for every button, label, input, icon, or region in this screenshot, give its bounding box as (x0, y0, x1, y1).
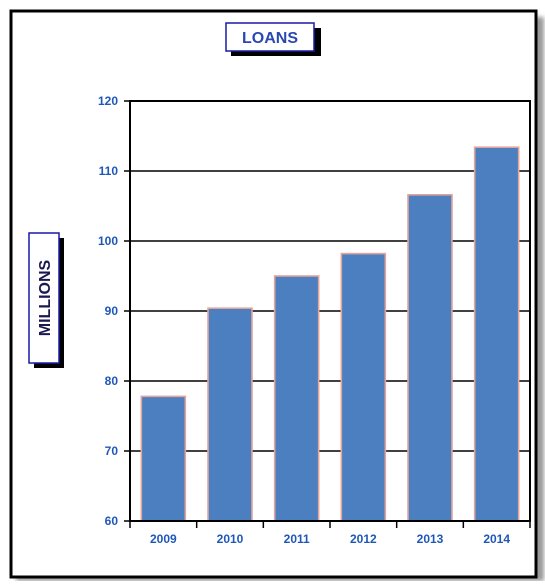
y-tick-label: 80 (105, 374, 119, 388)
y-tick-label: 110 (99, 164, 119, 178)
x-tick-label: 2014 (483, 532, 510, 546)
x-tick-label: 2011 (284, 532, 310, 546)
bar-2011 (273, 275, 320, 522)
x-tick-label: 2013 (417, 532, 444, 546)
bar-2014 (473, 146, 520, 522)
y-tick-label: 100 (98, 234, 118, 248)
x-tick-labels: 2009 2010 2011 2012 2013 2014 (129, 521, 531, 546)
y-axis-label: MILLIONS (37, 259, 54, 336)
chart-title-box: LOANS (225, 22, 321, 56)
x-tick-label: 2012 (350, 532, 377, 546)
gridlines (130, 170, 530, 452)
bar-2010 (207, 307, 253, 522)
frame-border (9, 9, 538, 579)
bar-2009 (140, 395, 187, 522)
x-tick-label: 2010 (217, 532, 244, 546)
y-tick-labels: 60 70 80 90 100 110 120 (98, 94, 130, 528)
x-tick-label: 2009 (150, 532, 177, 546)
bar-2012 (340, 252, 387, 522)
ylabel-box-border (28, 232, 60, 364)
y-tick-label: 70 (105, 444, 119, 458)
y-axis-label-box: MILLIONS (28, 232, 64, 368)
y-tick-label: 120 (98, 94, 118, 108)
bar-2013 (407, 194, 453, 522)
title-box-border (225, 22, 315, 52)
chart-title: LOANS (242, 30, 298, 47)
y-tick-label: 90 (105, 304, 119, 318)
y-tick-label: 60 (105, 514, 119, 528)
bars (140, 146, 520, 522)
